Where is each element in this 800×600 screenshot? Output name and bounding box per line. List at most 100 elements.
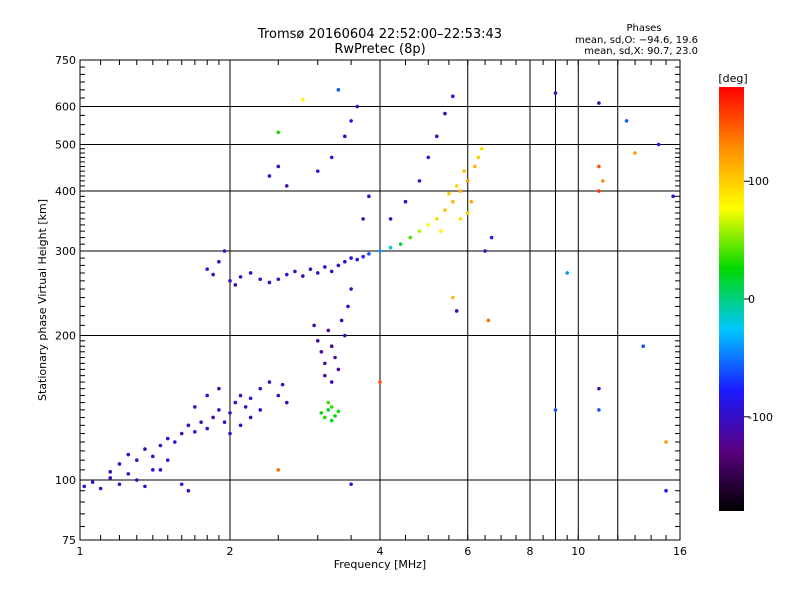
data-point (336, 263, 341, 268)
colorbar (719, 87, 744, 511)
data-point (343, 134, 347, 139)
stats-line-x: mean, sd,X: 90.7, 23.0 (584, 46, 698, 57)
data-point (367, 252, 371, 256)
data-point (329, 269, 334, 274)
data-point (186, 488, 191, 493)
data-point (486, 318, 491, 323)
data-point (434, 217, 439, 221)
data-point (126, 452, 131, 457)
data-point (199, 420, 203, 424)
data-point (597, 386, 601, 391)
data-point (462, 169, 466, 173)
colorbar-label: [deg] (718, 72, 747, 85)
x-tick-label: 2 (227, 545, 234, 558)
y-tick-label: 500 (55, 139, 76, 152)
data-point (108, 470, 113, 474)
data-point (601, 179, 605, 183)
data-point (469, 199, 474, 204)
x-tick-label: 1 (77, 545, 84, 558)
data-point (597, 408, 601, 412)
data-point (276, 393, 281, 398)
data-point (336, 367, 341, 372)
data-point (319, 349, 324, 354)
data-point (326, 408, 331, 412)
stats-heading: Phases (626, 23, 661, 34)
y-tick-label: 300 (55, 245, 76, 258)
data-point (108, 476, 113, 480)
data-point (664, 440, 668, 444)
data-point (343, 333, 347, 338)
data-point (319, 411, 324, 415)
data-point (553, 91, 558, 95)
data-point (417, 179, 422, 183)
data-point (233, 283, 238, 287)
data-point (624, 119, 629, 123)
data-point (126, 472, 131, 476)
x-axis-label: Frequency [MHz] (334, 558, 426, 571)
y-tick-label: 200 (55, 330, 76, 343)
data-point (349, 119, 353, 123)
data-point (671, 194, 675, 199)
data-point (284, 400, 289, 405)
data-point (117, 462, 122, 466)
data-point (211, 415, 215, 420)
y-tick-label: 750 (55, 54, 76, 67)
data-point (434, 134, 439, 139)
y-tick-label: 600 (55, 101, 76, 114)
data-point (476, 155, 481, 160)
data-point (280, 382, 285, 387)
data-point (248, 271, 253, 275)
data-point (151, 454, 155, 459)
data-point (258, 386, 263, 391)
chart-subtitle: RwPretec (8p) (334, 42, 425, 57)
data-point (339, 318, 344, 323)
data-point (179, 431, 184, 436)
grid-lines (80, 60, 680, 540)
data-point (248, 396, 253, 401)
data-point (301, 97, 305, 102)
colorbar-ticks: 100 0 -100 (744, 175, 773, 424)
data-point (228, 411, 232, 415)
data-point (553, 408, 558, 412)
data-point (343, 259, 347, 264)
data-point (258, 408, 263, 412)
data-point (355, 257, 359, 262)
data-point (205, 267, 209, 271)
x-tick-label: 4 (377, 545, 384, 558)
data-point (454, 184, 459, 188)
colorbar-tick-label: -100 (748, 411, 773, 424)
data-point (597, 164, 601, 169)
data-point (361, 217, 365, 221)
data-point (267, 380, 272, 384)
data-point (426, 155, 431, 160)
data-point (217, 408, 221, 412)
data-point (447, 191, 451, 196)
data-point (217, 259, 221, 264)
data-point (403, 199, 408, 204)
data-point (473, 164, 477, 169)
data-point (267, 174, 272, 178)
data-point (388, 245, 393, 250)
data-point (426, 223, 431, 227)
data-point (82, 484, 87, 489)
data-point (329, 155, 334, 160)
data-point (217, 386, 221, 391)
data-point (323, 361, 327, 366)
data-point (326, 328, 331, 333)
y-axis-label: Stationary phase Virtual Height [km] (36, 199, 49, 401)
data-point (238, 393, 243, 398)
data-point (489, 235, 494, 240)
data-point (443, 208, 447, 212)
data-point (284, 184, 289, 188)
data-point (367, 194, 371, 199)
data-point (439, 229, 443, 233)
data-point (228, 279, 232, 283)
colorbar-tick-label: 100 (748, 175, 769, 188)
data-point (222, 420, 227, 424)
x-tick-label: 8 (527, 545, 534, 558)
data-point (656, 142, 661, 147)
data-point (211, 272, 215, 277)
data-point (388, 217, 393, 221)
data-point (408, 235, 413, 240)
data-point (134, 458, 139, 462)
